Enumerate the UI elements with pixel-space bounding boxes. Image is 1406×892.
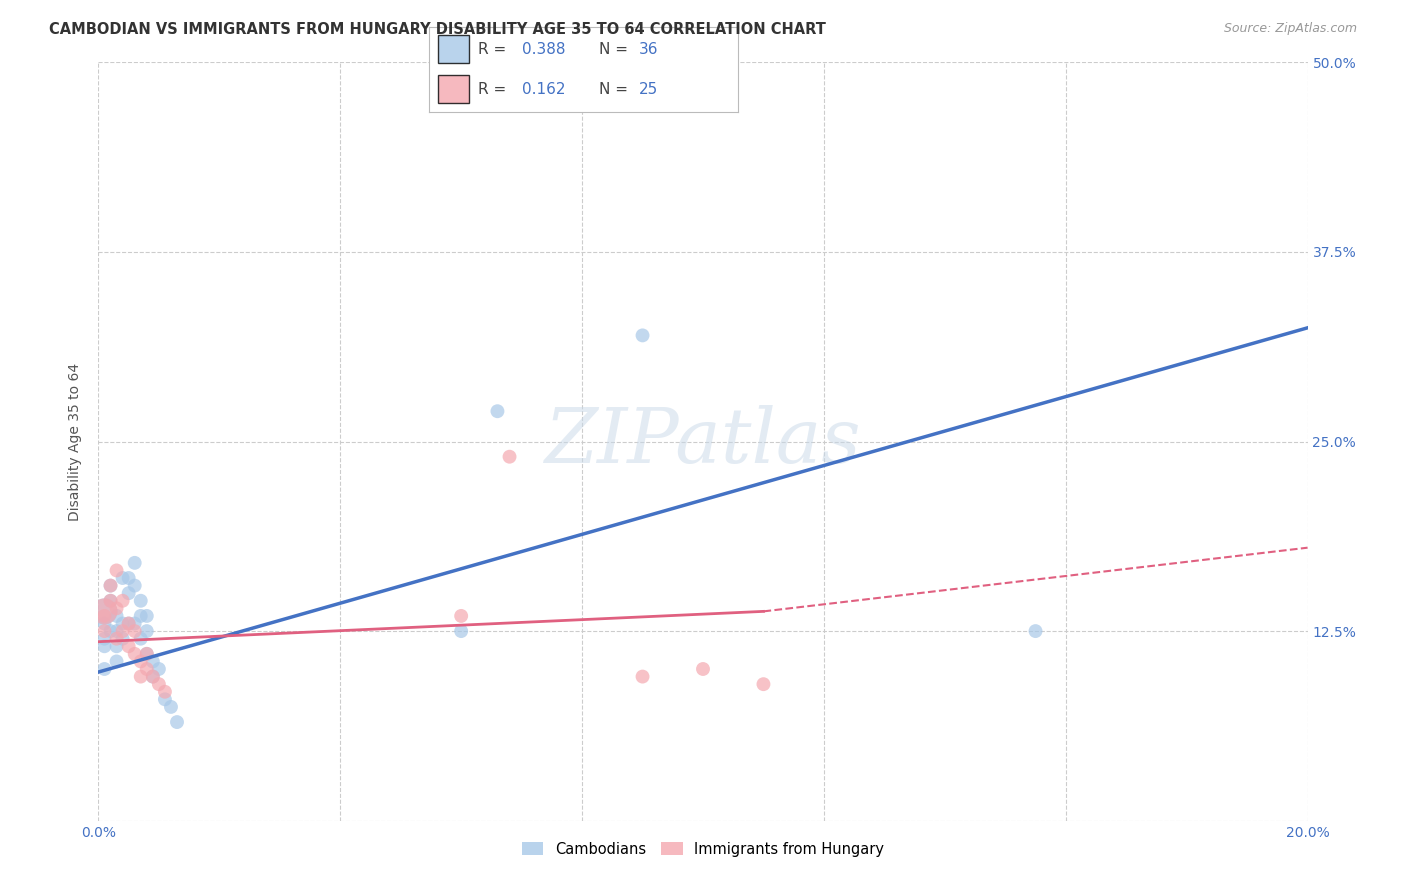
Y-axis label: Disability Age 35 to 64: Disability Age 35 to 64 — [69, 362, 83, 521]
Point — [100, 624, 122, 639]
Point — [153, 692, 176, 706]
Point — [129, 669, 152, 683]
Text: 0.162: 0.162 — [522, 81, 565, 96]
Point — [498, 450, 520, 464]
Point — [118, 586, 141, 600]
Text: 36: 36 — [640, 42, 658, 57]
Point — [100, 579, 122, 593]
Point — [486, 404, 509, 418]
Point — [450, 608, 472, 623]
Point — [100, 579, 122, 593]
Point — [93, 632, 115, 646]
Point — [93, 616, 115, 631]
Point — [142, 669, 165, 683]
Point — [111, 624, 134, 639]
Point — [118, 571, 141, 585]
Point — [105, 608, 128, 623]
Text: 25: 25 — [640, 81, 658, 96]
Text: 0.388: 0.388 — [522, 42, 565, 57]
Point — [93, 604, 115, 618]
Point — [118, 616, 141, 631]
Point — [631, 328, 654, 343]
Point — [111, 571, 134, 585]
Point — [124, 556, 146, 570]
Point — [105, 639, 128, 653]
Point — [142, 669, 165, 683]
Point — [124, 624, 146, 639]
Point — [1024, 624, 1046, 639]
Point — [124, 616, 146, 631]
Text: R =: R = — [478, 81, 512, 96]
Point — [93, 662, 115, 676]
Point — [129, 632, 152, 646]
Point — [166, 715, 188, 730]
Point — [129, 608, 152, 623]
Point — [129, 655, 152, 669]
Point — [105, 655, 128, 669]
Point — [153, 685, 176, 699]
FancyBboxPatch shape — [439, 36, 470, 63]
Point — [631, 669, 654, 683]
Point — [160, 699, 183, 714]
Point — [111, 594, 134, 608]
Point — [105, 601, 128, 615]
Point — [93, 604, 115, 618]
Point — [129, 594, 152, 608]
Point — [100, 594, 122, 608]
Point — [148, 662, 170, 676]
Point — [450, 624, 472, 639]
Point — [118, 616, 141, 631]
Point — [93, 639, 115, 653]
Text: CAMBODIAN VS IMMIGRANTS FROM HUNGARY DISABILITY AGE 35 TO 64 CORRELATION CHART: CAMBODIAN VS IMMIGRANTS FROM HUNGARY DIS… — [49, 22, 827, 37]
Point — [105, 624, 128, 639]
Legend: Cambodians, Immigrants from Hungary: Cambodians, Immigrants from Hungary — [516, 836, 890, 863]
Point — [135, 647, 157, 661]
Point — [93, 624, 115, 639]
Point — [93, 608, 115, 623]
Point — [135, 647, 157, 661]
Point — [135, 662, 157, 676]
Point — [692, 662, 714, 676]
Text: N =: N = — [599, 81, 633, 96]
Point — [124, 647, 146, 661]
FancyBboxPatch shape — [439, 75, 470, 103]
Point — [100, 594, 122, 608]
Point — [111, 616, 134, 631]
Point — [111, 632, 134, 646]
Point — [148, 677, 170, 691]
Point — [135, 608, 157, 623]
Point — [105, 632, 128, 646]
Point — [135, 624, 157, 639]
Point — [142, 655, 165, 669]
Text: R =: R = — [478, 42, 512, 57]
Point — [105, 564, 128, 578]
Point — [118, 639, 141, 653]
Text: N =: N = — [599, 42, 633, 57]
Point — [752, 677, 775, 691]
Text: Source: ZipAtlas.com: Source: ZipAtlas.com — [1223, 22, 1357, 36]
Text: ZIPatlas: ZIPatlas — [544, 405, 862, 478]
Point — [124, 579, 146, 593]
